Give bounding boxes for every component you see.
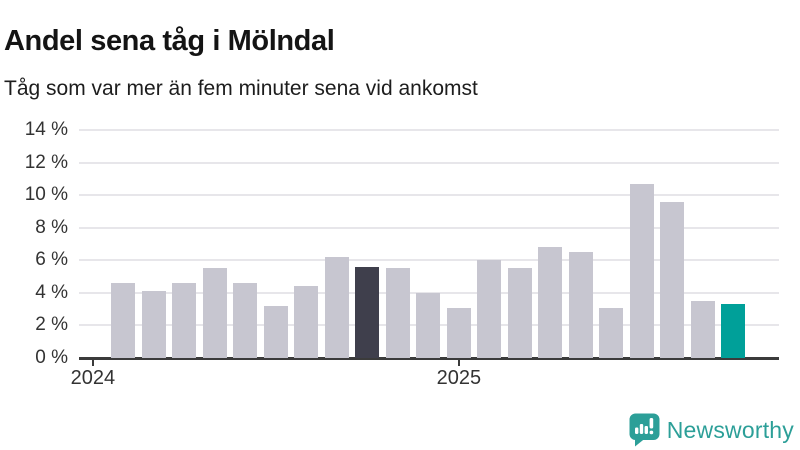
x-tick-label: 2025	[436, 367, 482, 389]
x-tick	[91, 359, 94, 366]
bar	[629, 183, 654, 358]
bar	[324, 257, 349, 358]
gridline-14	[79, 129, 779, 131]
chart-title: Andel sena tåg i Mölndal	[4, 25, 335, 58]
bar	[690, 301, 715, 358]
y-tick-label: 10 %	[24, 184, 68, 206]
x-tick-label: 2024	[70, 367, 116, 389]
bar	[660, 201, 685, 358]
gridline-6	[79, 259, 779, 262]
bar	[446, 307, 471, 358]
bar	[507, 268, 532, 358]
gridline-12	[79, 161, 779, 164]
y-tick-label: 0 %	[35, 347, 68, 368]
y-tick-label: 12 %	[24, 151, 68, 173]
y-axis: 0 % 2 % 4 % 6 % 8 % 10 % 12 % 14 %	[0, 119, 68, 368]
bar	[538, 247, 563, 358]
bar	[202, 268, 227, 358]
y-tick-label: 14 %	[24, 119, 68, 140]
x-axis: 2024 2025	[71, 359, 779, 399]
bar	[385, 268, 410, 358]
bar	[294, 286, 319, 358]
bar	[172, 283, 197, 358]
y-tick-label: 6 %	[35, 249, 68, 271]
y-tick-label: 4 %	[35, 281, 68, 303]
bar	[599, 307, 624, 358]
bar	[233, 283, 258, 358]
bar	[355, 266, 380, 358]
bar	[416, 292, 441, 358]
y-tick-label: 2 %	[35, 314, 68, 336]
newsworthy-logo-icon	[629, 413, 660, 447]
x-tick	[457, 359, 460, 366]
bar	[568, 252, 593, 358]
bar	[721, 304, 746, 358]
x-axis-line	[79, 357, 779, 360]
brand-logo: Newsworthy	[629, 413, 794, 447]
bar	[141, 291, 166, 358]
plot-area	[79, 129, 779, 360]
bar	[477, 260, 502, 358]
bar	[111, 283, 136, 358]
gridline-10	[79, 194, 779, 197]
brand-name: Newsworthy	[666, 416, 794, 443]
y-tick-label: 8 %	[35, 216, 68, 238]
bar	[263, 305, 288, 358]
chart-subtitle: Tåg som var mer än fem minuter sena vid …	[4, 77, 478, 100]
gridline-8	[79, 226, 779, 229]
